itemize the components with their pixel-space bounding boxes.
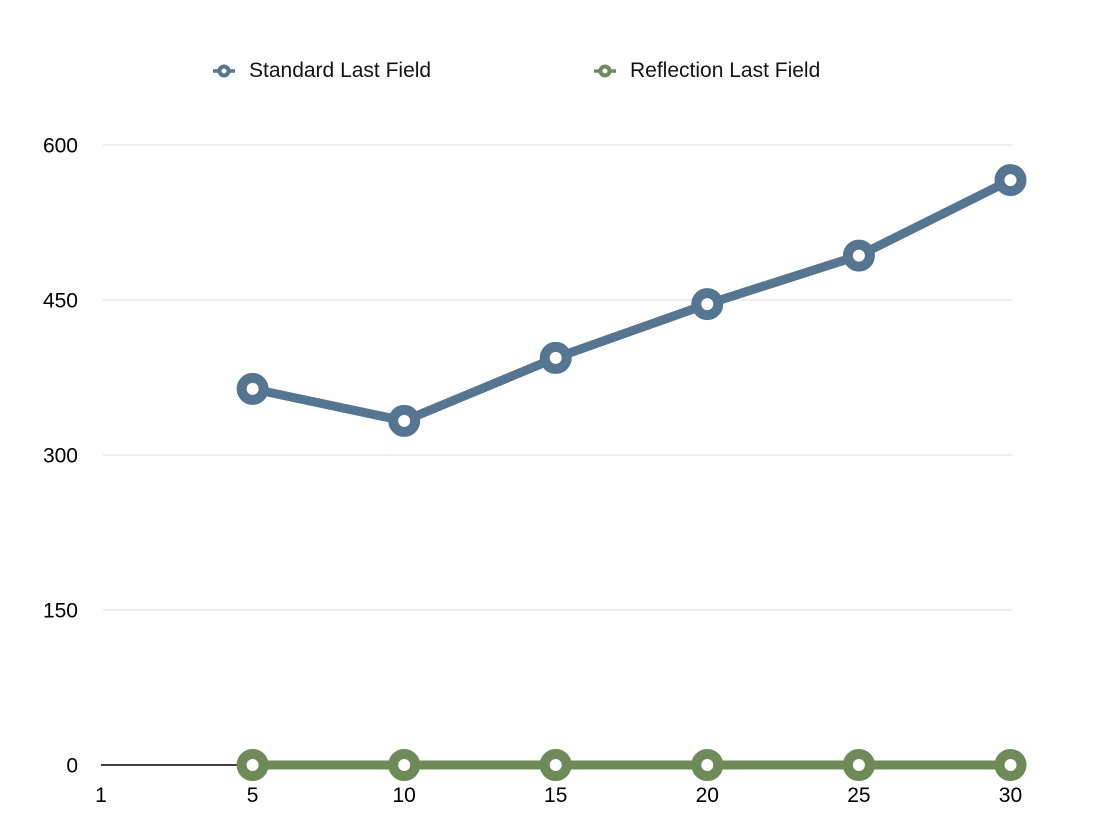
data-point-marker-s0-15 [539, 341, 572, 374]
x-tick-label-15: 15 [544, 784, 567, 807]
y-tick-label-150: 150 [43, 599, 78, 622]
data-point-marker-s1-20 [691, 749, 724, 781]
data-point-marker-s0-10 [388, 404, 421, 437]
y-tick-label-300: 300 [43, 444, 78, 467]
legend-ring-standard [217, 64, 231, 78]
data-point-marker-s1-30 [994, 749, 1027, 781]
x-tick-label-5: 5 [247, 784, 259, 807]
legend-marker-standard-icon [213, 64, 235, 78]
legend-label-standard: Standard Last Field [249, 59, 432, 82]
data-point-marker-s1-15 [539, 749, 572, 781]
data-point-marker-s1-5 [236, 749, 269, 781]
data-point-marker-s1-25 [842, 749, 875, 781]
legend-marker-reflection-icon [594, 64, 616, 78]
y-tick-label-600: 600 [43, 134, 78, 157]
data-point-marker-s0-5 [236, 372, 269, 405]
series-line-0 [251, 176, 1013, 426]
y-tick-label-450: 450 [43, 289, 78, 312]
legend-ring-reflection [598, 64, 612, 78]
legend-item-standard: Standard Last Field [212, 57, 431, 85]
data-point-marker-s0-30 [994, 164, 1027, 197]
legend-item-reflection: Reflection Last Field [593, 57, 820, 85]
x-tick-label-10: 10 [392, 784, 415, 807]
x-tick-label-25: 25 [847, 784, 870, 807]
data-point-marker-s1-10 [388, 749, 421, 781]
legend-label-reflection: Reflection Last Field [630, 59, 821, 82]
data-point-marker-s0-25 [842, 239, 875, 272]
x-tick-label-1: 1 [95, 784, 107, 807]
x-tick-label-30: 30 [999, 784, 1022, 807]
data-point-marker-s0-20 [691, 288, 724, 321]
x-tick-label-20: 20 [696, 784, 719, 807]
y-tick-label-0: 0 [66, 754, 78, 777]
